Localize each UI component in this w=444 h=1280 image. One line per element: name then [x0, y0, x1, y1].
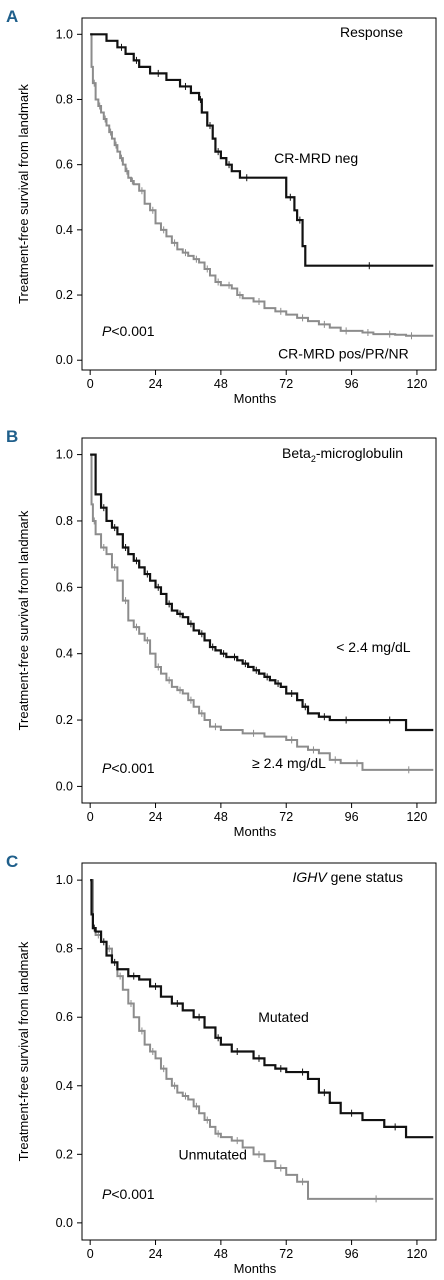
series-label: Unmutated — [178, 1146, 246, 1162]
x-axis-title: Months — [234, 1261, 277, 1276]
x-tick-label: 48 — [214, 377, 228, 391]
y-axis-title: Treatment-free survival from landmark — [16, 84, 31, 304]
survival-curve — [90, 453, 434, 732]
x-tick-label: 24 — [149, 810, 163, 824]
survival-curve — [90, 879, 434, 1200]
x-tick-label: 72 — [279, 810, 293, 824]
y-tick-label: 1.0 — [56, 873, 73, 887]
x-tick-label: 120 — [407, 377, 428, 391]
y-tick-label: 0.2 — [56, 288, 73, 302]
chart-title: Beta2-microglobulin — [282, 445, 403, 464]
y-tick-label: 0.8 — [56, 942, 73, 956]
x-tick-label: 72 — [279, 377, 293, 391]
chart-title: IGHV gene status — [292, 869, 403, 885]
y-tick-label: 0.6 — [56, 580, 73, 594]
survival-curve — [90, 453, 434, 771]
y-tick-label: 0.8 — [56, 514, 73, 528]
x-tick-label: 0 — [87, 1247, 94, 1261]
y-axis-title: Treatment-free survival from landmark — [16, 510, 31, 730]
x-tick-label: 0 — [87, 377, 94, 391]
x-tick-label: 48 — [214, 810, 228, 824]
y-tick-label: 0.8 — [56, 92, 73, 106]
series-label: < 2.4 mg/dL — [336, 639, 411, 655]
x-tick-label: 120 — [407, 1247, 428, 1261]
series-label: CR-MRD pos/PR/NR — [278, 346, 409, 362]
chart-c-svg: C 0 24 48 72 96 120 0.0 0.2 0.4 0.6 0.8 1.0 Months Tre… — [6, 852, 437, 1276]
series-label: CR-MRD neg — [274, 150, 358, 166]
series-label: Mutated — [258, 1009, 309, 1025]
y-tick-label: 0.2 — [56, 713, 73, 727]
y-tick-label: 0.4 — [56, 223, 73, 237]
x-tick-label: 48 — [214, 1247, 228, 1261]
panel-letter: C — [6, 852, 18, 871]
panel-letter: B — [6, 427, 18, 446]
y-tick-label: 1.0 — [56, 27, 73, 41]
y-tick-label: 0.4 — [56, 1079, 73, 1093]
survival-curve — [90, 33, 434, 337]
plot-frame — [81, 437, 437, 804]
x-tick-label: 0 — [87, 810, 94, 824]
p-value: P<0.001 — [102, 323, 155, 339]
x-tick-label: 72 — [279, 1247, 293, 1261]
x-tick-label: 120 — [407, 810, 428, 824]
x-axis-title: Months — [234, 824, 277, 839]
x-tick-label: 24 — [149, 1247, 163, 1261]
plot-frame — [81, 17, 437, 371]
panel-a: A 0 24 48 72 96 120 0.0 0.2 0.4 0.6 0.8 1.0 Months Tre… — [0, 0, 444, 420]
p-value: P<0.001 — [102, 1186, 155, 1202]
survival-curve — [90, 879, 434, 1139]
y-tick-label: 1.0 — [56, 448, 73, 462]
p-value: P<0.001 — [102, 760, 155, 776]
y-tick-label: 0.0 — [56, 1216, 73, 1230]
y-tick-label: 0.6 — [56, 1010, 73, 1024]
x-tick-label: 96 — [345, 1247, 359, 1261]
y-tick-label: 0.0 — [56, 779, 73, 793]
x-axis-title: Months — [234, 391, 277, 406]
survival-curve — [90, 33, 434, 267]
chart-a-svg: A 0 24 48 72 96 120 0.0 0.2 0.4 0.6 0.8 1.0 Months Tre… — [6, 7, 437, 406]
x-tick-label: 24 — [149, 377, 163, 391]
y-axis-title: Treatment-free survival from landmark — [16, 941, 31, 1161]
y-tick-label: 0.6 — [56, 158, 73, 172]
y-tick-label: 0.2 — [56, 1147, 73, 1161]
panel-c: C 0 24 48 72 96 120 0.0 0.2 0.4 0.6 0.8 1.0 Months Tre… — [0, 845, 444, 1280]
series-label: ≥ 2.4 mg/dL — [252, 755, 326, 771]
y-tick-label: 0.0 — [56, 353, 73, 367]
x-tick-label: 96 — [345, 810, 359, 824]
x-tick-label: 96 — [345, 377, 359, 391]
panel-letter: A — [6, 7, 18, 26]
chart-b-svg: B 0 24 48 72 96 120 0.0 0.2 0.4 0.6 0.8 1.0 Months Tre… — [6, 427, 437, 839]
y-tick-label: 0.4 — [56, 647, 73, 661]
plot-frame — [81, 862, 437, 1241]
chart-title: Response — [340, 24, 403, 40]
panel-b: B 0 24 48 72 96 120 0.0 0.2 0.4 0.6 0.8 1.0 Months Tre… — [0, 420, 444, 845]
